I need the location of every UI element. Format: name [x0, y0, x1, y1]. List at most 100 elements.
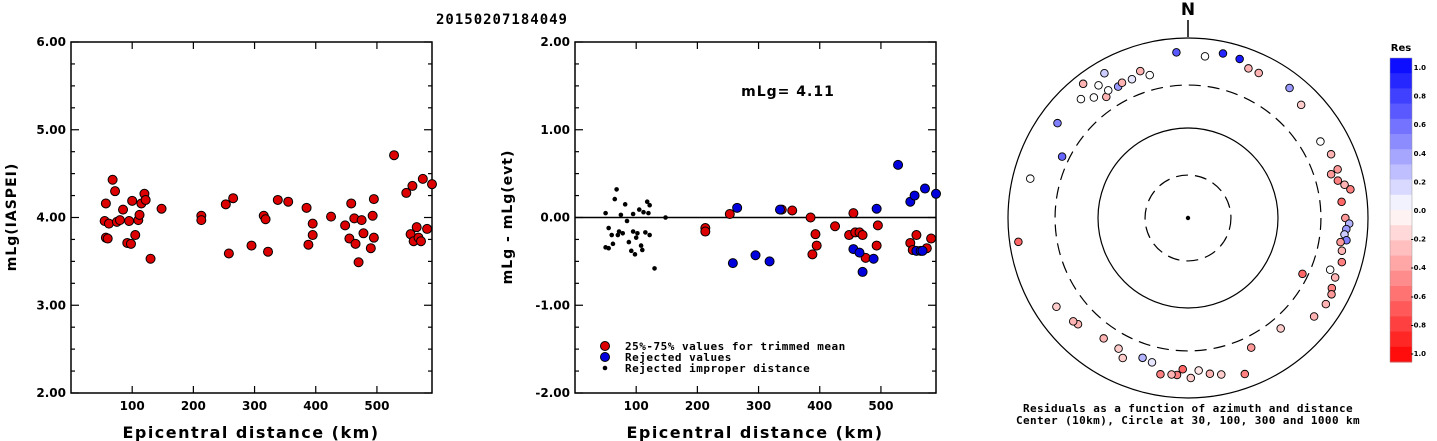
station-point	[1145, 70, 1154, 80]
station-point	[1296, 100, 1306, 110]
data-point	[367, 210, 378, 221]
data-point	[427, 179, 437, 190]
x-tick-label: 500	[364, 399, 389, 413]
station-point	[1172, 48, 1181, 57]
x-axis-label: Epicentral distance (km)	[626, 423, 883, 441]
station-point	[1205, 369, 1215, 379]
station-point	[1156, 370, 1165, 379]
data-point	[643, 230, 648, 235]
colorbar-tick-label: 0.0	[1414, 207, 1427, 215]
data-point	[857, 230, 868, 241]
station-point	[1114, 344, 1123, 353]
legend-label: Rejected values	[625, 351, 732, 364]
data-point	[810, 229, 821, 240]
station-point	[1326, 169, 1336, 179]
data-point	[156, 203, 167, 214]
distance-rings	[1007, 37, 1369, 399]
data-point	[774, 204, 785, 215]
data-point	[356, 215, 367, 226]
x-tick-label: 200	[685, 399, 710, 413]
plot-frame	[70, 41, 433, 394]
station-point	[1333, 165, 1342, 174]
data-point	[603, 210, 608, 216]
colorbar-cell	[1390, 73, 1412, 89]
data-point	[848, 208, 859, 219]
station-point	[1327, 290, 1336, 299]
colorbar-tick-labels: 1.0 0.8 0.6 0.4 0.2 0.0 -0.2 -0.4 -0.6 -0.8 -1.0	[1411, 64, 1426, 358]
station-point	[1333, 176, 1343, 185]
data-point	[340, 220, 351, 231]
data-point	[807, 249, 818, 260]
data-point	[663, 215, 668, 220]
y-axis-label: mLg(IASPEI)	[4, 163, 20, 272]
colorbar-cell	[1390, 255, 1412, 272]
data-point	[919, 183, 930, 194]
data-point	[646, 210, 651, 216]
data-point	[110, 186, 121, 197]
y-tick-label: -2.00	[535, 386, 570, 400]
station-point	[1057, 152, 1067, 161]
colorbar-cell	[1390, 286, 1412, 302]
station-point	[1244, 64, 1253, 73]
x-tick-label: 400	[303, 399, 328, 413]
data-point	[647, 232, 652, 238]
data-point	[100, 198, 111, 209]
colorbar-border	[1389, 57, 1413, 363]
data-point	[389, 150, 400, 161]
data-point	[700, 226, 711, 237]
station-point	[1340, 180, 1349, 189]
data-point	[926, 233, 937, 244]
station-point	[1337, 257, 1347, 267]
data-point	[624, 218, 630, 224]
data-point	[606, 225, 611, 231]
data-point	[358, 228, 369, 239]
y-tick-label: 2.00	[36, 386, 66, 400]
data-point	[931, 188, 941, 199]
data-point	[307, 218, 318, 229]
data-point	[422, 223, 433, 234]
y-tick-label: 4.00	[36, 211, 66, 225]
data-point	[830, 221, 841, 232]
data-point	[365, 243, 376, 254]
colorbar-tick-label: -0.8	[1411, 321, 1426, 329]
station-point	[1052, 302, 1061, 311]
data-point	[854, 247, 865, 258]
station-point	[1285, 83, 1294, 93]
data-points	[603, 159, 941, 277]
data-point	[872, 220, 883, 231]
distance-ring	[1097, 127, 1279, 309]
station-point	[1218, 49, 1228, 58]
station-point	[1298, 269, 1307, 279]
station-point	[1346, 185, 1355, 194]
figure-title: 20150207184049	[436, 12, 568, 28]
y-tick-label: 1.00	[540, 123, 570, 137]
station-point	[1200, 52, 1210, 61]
station-point	[1094, 81, 1103, 90]
data-point	[606, 245, 611, 251]
data-point	[724, 208, 735, 219]
station-point	[1089, 93, 1099, 102]
data-point	[893, 159, 904, 170]
colorbar-cell	[1390, 134, 1412, 150]
data-point	[911, 230, 922, 241]
data-point	[917, 245, 928, 256]
data-point	[633, 235, 639, 240]
colorbar-tick-label: 0.6	[1414, 121, 1427, 129]
data-point	[868, 253, 879, 264]
colorbar-tick-label: -0.6	[1411, 293, 1426, 301]
legend-label: 25%-75% values for trimmed mean	[625, 340, 846, 353]
panel-residual: 100 200 300 400 500 -2.00 -1.00 0.00 1.00 2.00 mL…	[500, 35, 941, 441]
colorbar-tick-label: -0.2	[1411, 236, 1426, 244]
x-tick-label: 200	[181, 399, 206, 413]
data-point	[640, 247, 645, 253]
data-point	[615, 232, 621, 238]
station-point	[1309, 312, 1319, 321]
station-point	[1178, 364, 1187, 374]
station-point	[1026, 174, 1035, 183]
data-point	[630, 211, 636, 217]
station-point	[1194, 366, 1203, 375]
data-point	[228, 193, 239, 204]
station-point	[1138, 353, 1147, 363]
colorbar-tick-label: 0.4	[1414, 150, 1427, 158]
